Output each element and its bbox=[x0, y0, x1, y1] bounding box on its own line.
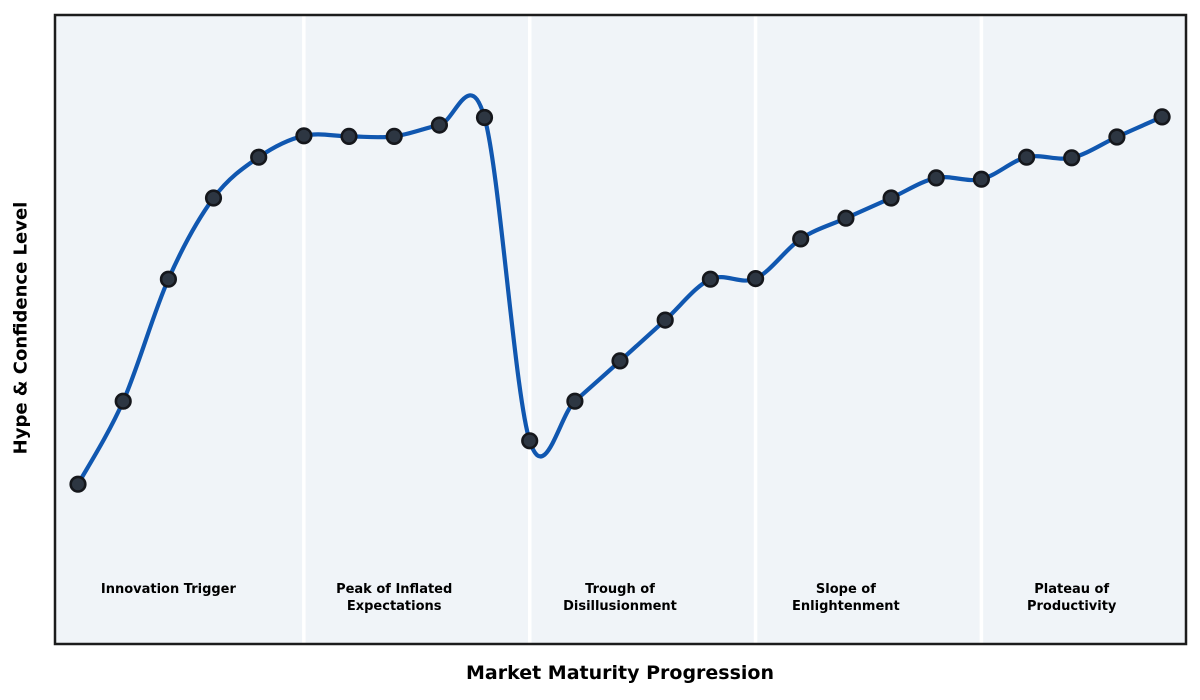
phase-label-plateau-of: Plateau of Productivity bbox=[1026, 582, 1117, 614]
data-point-marker bbox=[746, 270, 765, 288]
data-point-marker bbox=[385, 127, 403, 145]
data-point-marker bbox=[430, 116, 449, 134]
data-point-marker bbox=[250, 148, 268, 166]
data-point-marker bbox=[611, 352, 629, 370]
data-point-marker bbox=[475, 108, 494, 127]
data-point-marker bbox=[701, 270, 720, 288]
data-point-marker bbox=[69, 475, 87, 493]
hype-curve bbox=[75, 93, 1165, 487]
data-point-marker bbox=[792, 230, 810, 248]
plot-background bbox=[55, 15, 1186, 644]
data-point-marker bbox=[521, 432, 539, 450]
data-point-marker bbox=[204, 189, 223, 207]
data-point-marker bbox=[340, 127, 358, 145]
data-point-marker bbox=[656, 311, 674, 329]
phase-label-trough-of: Trough of Disillusionment bbox=[563, 582, 677, 614]
phase-label-peak-of-inflated: Peak of Inflated Expectations bbox=[336, 582, 453, 614]
data-point-marker bbox=[295, 127, 313, 145]
data-point-marker bbox=[1153, 108, 1171, 126]
plot-border bbox=[53, 13, 1188, 646]
y-axis-label: Hype & Confidence Level bbox=[10, 201, 32, 455]
x-axis-label: Market Maturity Progression bbox=[465, 662, 775, 684]
data-point-marker bbox=[1063, 149, 1081, 167]
data-point-marker bbox=[972, 170, 991, 188]
data-point-marker bbox=[837, 209, 855, 227]
data-point-marker bbox=[1017, 148, 1036, 166]
phase-label-innovation-trigger: Innovation Trigger bbox=[100, 582, 236, 597]
data-point-marker bbox=[927, 169, 945, 187]
data-point-marker bbox=[159, 270, 177, 288]
data-point-marker bbox=[882, 189, 900, 207]
data-point-marker bbox=[114, 392, 132, 410]
data-point-marker bbox=[566, 392, 584, 410]
phase-label-slope-of: Slope of Enlightenment bbox=[792, 582, 900, 614]
data-point-marker bbox=[1108, 128, 1126, 146]
